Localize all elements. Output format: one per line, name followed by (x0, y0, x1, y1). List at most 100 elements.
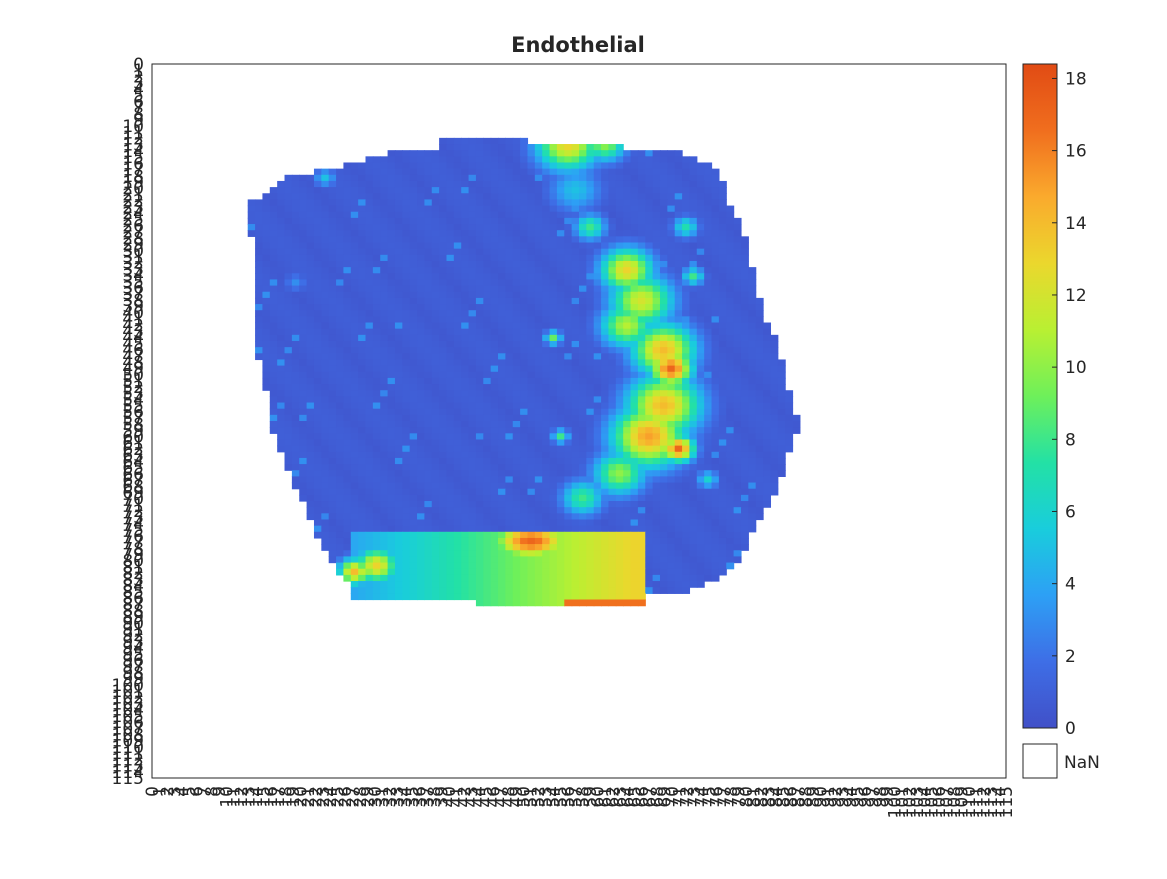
heatmap-cell (373, 323, 381, 330)
heatmap-cell (454, 341, 462, 348)
heatmap-cell (712, 483, 720, 490)
heatmap-cell (719, 550, 727, 557)
heatmap-cell (623, 532, 631, 539)
heatmap-cell (520, 526, 528, 533)
heatmap-cell (542, 255, 550, 262)
heatmap-cell (491, 144, 499, 151)
heatmap-cell (424, 390, 432, 397)
heatmap-cell (645, 199, 653, 206)
heatmap-cell (623, 347, 631, 354)
heatmap-cell (373, 483, 381, 490)
heatmap-cell (689, 384, 697, 391)
heatmap-cell (307, 415, 315, 422)
heatmap-cell (719, 476, 727, 483)
heatmap-cell (557, 286, 565, 293)
heatmap-cell (564, 310, 572, 317)
heatmap-cell (719, 513, 727, 520)
heatmap-cell (277, 212, 285, 219)
heatmap-cell (476, 236, 484, 243)
heatmap-cell (373, 507, 381, 514)
heatmap-cell (689, 526, 697, 533)
heatmap-cell (770, 452, 778, 459)
heatmap-cell (586, 532, 594, 539)
heatmap-cell (601, 181, 609, 188)
heatmap-cell (373, 162, 381, 169)
heatmap-cell (667, 175, 675, 182)
heatmap-cell (439, 359, 447, 366)
heatmap-cell (292, 193, 300, 200)
heatmap-cell (461, 489, 469, 496)
heatmap-cell (498, 569, 506, 576)
heatmap-cell (638, 181, 646, 188)
heatmap-cell (675, 243, 683, 250)
heatmap-cell (454, 563, 462, 570)
heatmap-cell (726, 421, 734, 428)
heatmap-cell (454, 427, 462, 434)
heatmap-cell (601, 156, 609, 163)
heatmap-cell (653, 507, 661, 514)
heatmap-cell (631, 458, 639, 465)
heatmap-cell (351, 169, 359, 176)
heatmap-cell (469, 587, 477, 594)
heatmap-cell (307, 230, 315, 237)
heatmap-cell (380, 507, 388, 514)
heatmap-cell (476, 538, 484, 545)
heatmap-cell (314, 323, 322, 330)
heatmap-cell (631, 316, 639, 323)
heatmap-cell (314, 458, 322, 465)
heatmap-cell (498, 489, 506, 496)
heatmap-cell (645, 175, 653, 182)
heatmap-cell (513, 255, 521, 262)
heatmap-cell (424, 353, 432, 360)
heatmap-cell (653, 403, 661, 410)
heatmap-cell (299, 366, 307, 373)
heatmap-cell (586, 575, 594, 582)
heatmap-cell (550, 483, 558, 490)
heatmap-cell (432, 575, 440, 582)
heatmap-cell (454, 575, 462, 582)
heatmap-cell (439, 279, 447, 286)
heatmap-cell (351, 427, 359, 434)
heatmap-cell (579, 593, 587, 600)
heatmap-cell (285, 409, 293, 416)
heatmap-cell (476, 335, 484, 342)
heatmap-cell (726, 556, 734, 563)
heatmap-cell (432, 421, 440, 428)
heatmap-cell (756, 439, 764, 446)
heatmap-cell (557, 396, 565, 403)
heatmap-cell (395, 212, 403, 219)
heatmap-cell (505, 489, 513, 496)
heatmap-cell (432, 199, 440, 206)
heatmap-cell (689, 464, 697, 471)
heatmap-cell (608, 353, 616, 360)
heatmap-cell (454, 464, 462, 471)
heatmap-cell (432, 396, 440, 403)
heatmap-cell (594, 366, 602, 373)
heatmap-cell (402, 292, 410, 299)
heatmap-cell (734, 526, 742, 533)
heatmap-cell (292, 243, 300, 250)
heatmap-cell (307, 483, 315, 490)
heatmap-cell (594, 261, 602, 268)
heatmap-cell (358, 187, 366, 194)
heatmap-cell (461, 532, 469, 539)
heatmap-cell (660, 310, 668, 317)
heatmap-cell (351, 310, 359, 317)
heatmap-cell (321, 489, 329, 496)
heatmap-cell (321, 359, 329, 366)
heatmap-cell (343, 439, 351, 446)
heatmap-cell (336, 464, 344, 471)
heatmap-cell (439, 452, 447, 459)
heatmap-cell (542, 218, 550, 225)
heatmap-cell (461, 544, 469, 551)
heatmap-cell (343, 532, 351, 539)
heatmap-cell (734, 433, 742, 440)
heatmap-cell (608, 255, 616, 262)
heatmap-cell (358, 433, 366, 440)
heatmap-cell (513, 433, 521, 440)
heatmap-cell (689, 187, 697, 194)
heatmap-cell (557, 359, 565, 366)
heatmap-cell (380, 199, 388, 206)
heatmap-cell (660, 218, 668, 225)
